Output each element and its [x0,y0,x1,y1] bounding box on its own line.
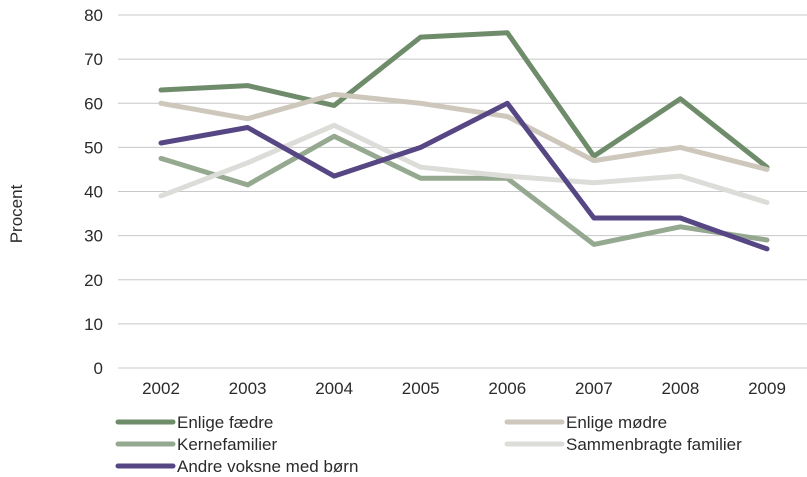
legend-label: Andre voksne med børn [177,457,358,476]
legend: Enlige fædre Enlige mødre Kernefamilier Sam… [115,413,742,476]
x-tick-label: 2004 [315,379,353,398]
y-tick-label: 60 [84,94,103,113]
y-axis-title: Procent [7,184,26,243]
y-tick-label: 0 [94,359,103,378]
y-tick-label: 40 [84,183,103,202]
y-tick-label: 30 [84,227,103,246]
y-tick-label: 70 [84,50,103,69]
legend-item: Enlige fædre [115,413,273,432]
y-tick-labels: 0 10 20 30 40 50 60 70 80 [84,6,103,378]
series-line-3 [158,122,770,205]
x-tick-label: 2009 [748,379,786,398]
series-line-2 [158,133,770,247]
x-tick-label: 2008 [662,379,700,398]
x-tick-label: 2006 [488,379,526,398]
legend-label: Kernefamilier [177,435,277,454]
legend-item: Andre voksne med børn [115,457,358,476]
x-tick-labels: 2002 2003 2004 2005 2006 2007 2008 2009 [142,379,786,398]
y-tick-label: 50 [84,138,103,157]
series-line-1 [158,91,770,172]
y-tick-label: 10 [84,315,103,334]
series-line-0 [158,30,770,170]
legend-item: Sammenbragte familier [504,435,742,454]
gridlines [118,14,807,369]
legend-label: Enlige mødre [566,413,667,432]
legend-item: Enlige mødre [504,413,667,432]
y-tick-label: 20 [84,271,103,290]
series-lines [158,30,770,252]
legend-label: Enlige fædre [177,413,273,432]
legend-label: Sammenbragte familier [566,435,742,454]
y-tick-label: 80 [84,6,103,25]
x-tick-label: 2005 [402,379,440,398]
x-tick-label: 2007 [575,379,613,398]
x-tick-label: 2002 [142,379,180,398]
x-tick-label: 2003 [229,379,267,398]
series-line-4 [158,100,770,252]
legend-item: Kernefamilier [115,435,277,454]
